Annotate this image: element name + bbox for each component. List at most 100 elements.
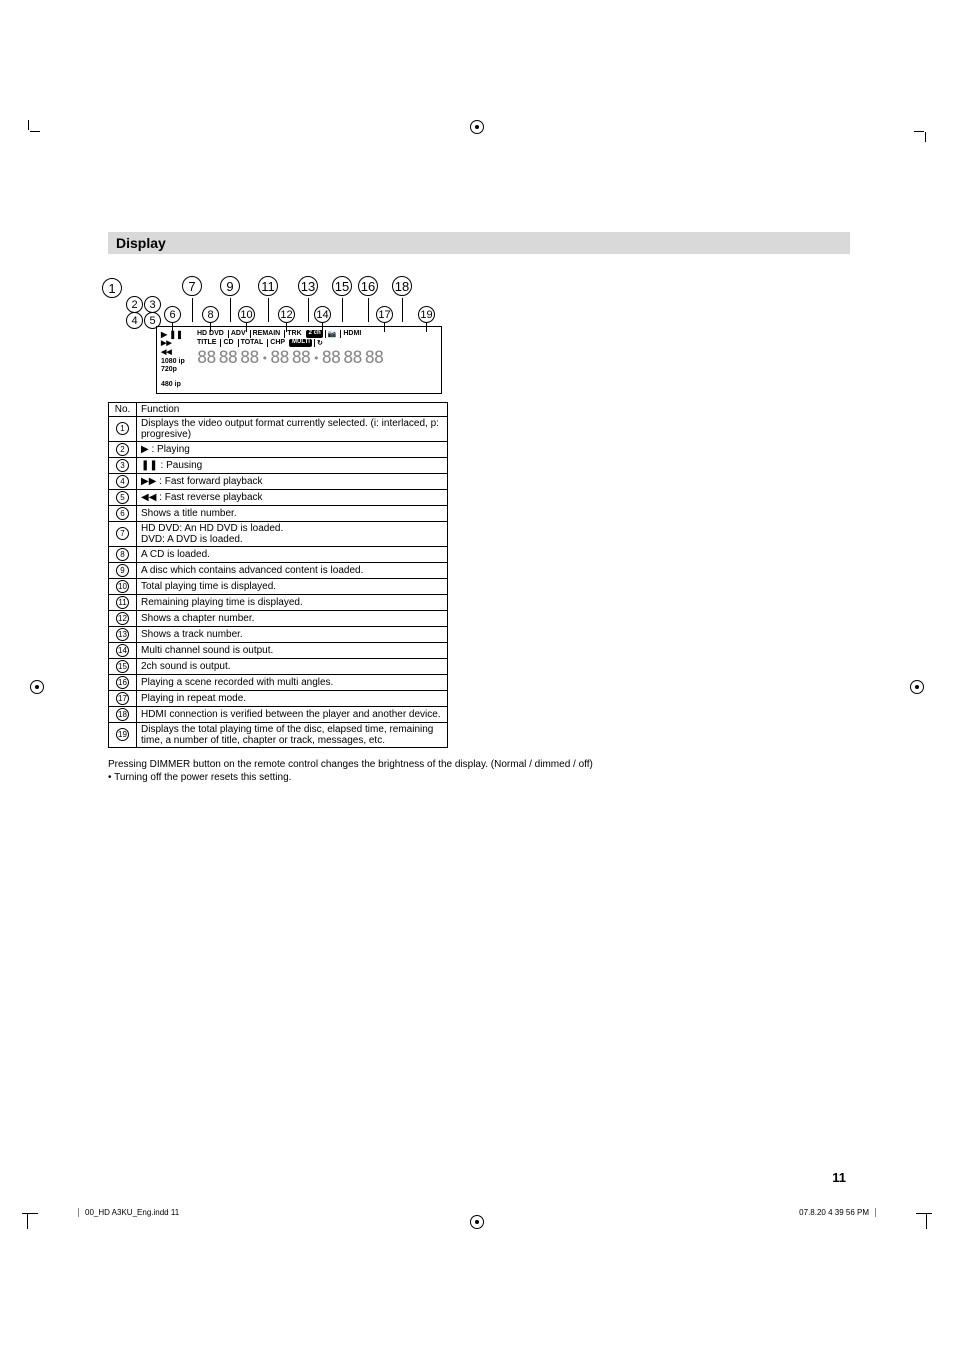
row-number: 19: [109, 722, 137, 747]
table-row: 2▶ : Playing: [109, 441, 448, 457]
table-row: 16Playing a scene recorded with multi an…: [109, 674, 448, 690]
leader-line: [210, 322, 211, 332]
table-row: 19Displays the total playing time of the…: [109, 722, 448, 747]
table-row: 18HDMI connection is verified between th…: [109, 706, 448, 722]
callout-15: 15: [332, 276, 352, 296]
row-number: 17: [109, 690, 137, 706]
callout-5: 5: [144, 312, 161, 329]
leader-line: [402, 298, 403, 322]
table-row: 3❚❚ : Pausing: [109, 457, 448, 473]
table-row: 9A disc which contains advanced content …: [109, 562, 448, 578]
row-function: Shows a chapter number.: [137, 610, 448, 626]
row-number: 4: [109, 473, 137, 489]
digit-pair: 88: [292, 348, 310, 368]
callout-14: 14: [314, 306, 331, 323]
callout-2: 2: [126, 296, 143, 313]
th-fn: Function: [137, 402, 448, 416]
ff-icon: ▶▶: [161, 340, 195, 349]
digit-pair: 88: [365, 348, 383, 368]
digit-pair: 88: [343, 348, 361, 368]
callout-12: 12: [278, 306, 295, 323]
row-function: 2ch sound is output.: [137, 658, 448, 674]
digit-pair: 88: [270, 348, 288, 368]
row-function: ▶▶ : Fast forward playback: [137, 473, 448, 489]
table-row: 7HD DVD: An HD DVD is loaded. DVD: A DVD…: [109, 521, 448, 546]
row-number: 16: [109, 674, 137, 690]
row-number: 11: [109, 594, 137, 610]
row-function: Displays the video output format current…: [137, 416, 448, 441]
function-table: No. Function 1Displays the video output …: [108, 402, 448, 748]
row-function: Displays the total playing time of the d…: [137, 722, 448, 747]
res-720: 720p: [161, 366, 195, 375]
leader-line: [246, 322, 247, 332]
digit-row: 88 88 88 • 88 88 • 88 88 88: [197, 348, 437, 368]
label-cd: CD: [220, 339, 235, 347]
row-function: ▶ : Playing: [137, 441, 448, 457]
label-adv: ADV: [228, 330, 248, 338]
repeat-icon: ↻: [314, 339, 325, 347]
row-function: HD DVD: An HD DVD is loaded. DVD: A DVD …: [137, 521, 448, 546]
callout-17: 17: [376, 306, 393, 323]
display-labels-row2: TITLE CD TOTAL CHP MULTI ↻: [197, 339, 437, 347]
label-remain: REMAIN: [250, 330, 283, 338]
digit-pair: 88: [240, 348, 258, 368]
leader-line: [172, 322, 173, 332]
row-number: 3: [109, 457, 137, 473]
crop-mark: [916, 122, 934, 140]
footer-left: 00_HD A3KU_Eng.indd 11: [78, 1208, 179, 1217]
rev-icon: ◀◀: [161, 349, 195, 358]
row-function: Playing a scene recorded with multi angl…: [137, 674, 448, 690]
th-no: No.: [109, 402, 137, 416]
label-hdmi: HDMI: [340, 330, 363, 338]
table-row: 1Displays the video output format curren…: [109, 416, 448, 441]
callout-1: 1: [102, 278, 122, 298]
table-row: 14Multi channel sound is output.: [109, 642, 448, 658]
crop-mark: [20, 122, 38, 140]
row-number: 9: [109, 562, 137, 578]
leader-line: [192, 298, 193, 322]
table-header-row: No. Function: [109, 402, 448, 416]
row-number: 8: [109, 546, 137, 562]
label-total: TOTAL: [238, 339, 266, 347]
callout-10: 10: [238, 306, 255, 323]
res-1080: 1080 ip: [161, 358, 195, 367]
crop-mark: [920, 1207, 938, 1225]
label-trk: TRK: [284, 330, 303, 338]
row-number: 15: [109, 658, 137, 674]
leader-line: [384, 322, 385, 332]
display-left-indicators: ▶ ❚❚ ▶▶ ◀◀ 1080 ip 720p 480 ip: [161, 330, 195, 390]
digit-pair: 88: [322, 348, 340, 368]
leader-line: [342, 298, 343, 322]
table-row: 8A CD is loaded.: [109, 546, 448, 562]
note-line-2: • Turning off the power resets this sett…: [108, 771, 850, 785]
callout-9: 9: [220, 276, 240, 296]
row-number: 7: [109, 521, 137, 546]
note-block: Pressing DIMMER button on the remote con…: [108, 758, 850, 785]
label-chp: CHP: [267, 339, 287, 347]
row-function: Shows a track number.: [137, 626, 448, 642]
row-number: 18: [109, 706, 137, 722]
table-row: 17Playing in repeat mode.: [109, 690, 448, 706]
row-function: A CD is loaded.: [137, 546, 448, 562]
content-area: Display 1 7 9 11 13 15 16 18 2 3 6 8 10: [108, 232, 850, 785]
callout-8: 8: [202, 306, 219, 323]
row-number: 12: [109, 610, 137, 626]
callout-6: 6: [164, 306, 181, 323]
row-function: Multi channel sound is output.: [137, 642, 448, 658]
row-number: 2: [109, 441, 137, 457]
page: Display 1 7 9 11 13 15 16 18 2 3 6 8 10: [0, 0, 954, 1351]
callout-3: 3: [144, 296, 161, 313]
registration-mark: [470, 1215, 484, 1229]
table-row: 152ch sound is output.: [109, 658, 448, 674]
registration-mark: [470, 120, 484, 134]
badge-multi: MULTI: [289, 339, 312, 347]
row-number: 1: [109, 416, 137, 441]
leader-line: [426, 322, 427, 332]
callout-19: 19: [418, 306, 435, 323]
table-row: 6Shows a title number.: [109, 505, 448, 521]
row-function: Remaining playing time is displayed.: [137, 594, 448, 610]
callout-18: 18: [392, 276, 412, 296]
callout-4: 4: [126, 312, 143, 329]
registration-mark: [910, 680, 924, 694]
footer-right: 07.8.20 4 39 56 PM: [799, 1208, 876, 1217]
